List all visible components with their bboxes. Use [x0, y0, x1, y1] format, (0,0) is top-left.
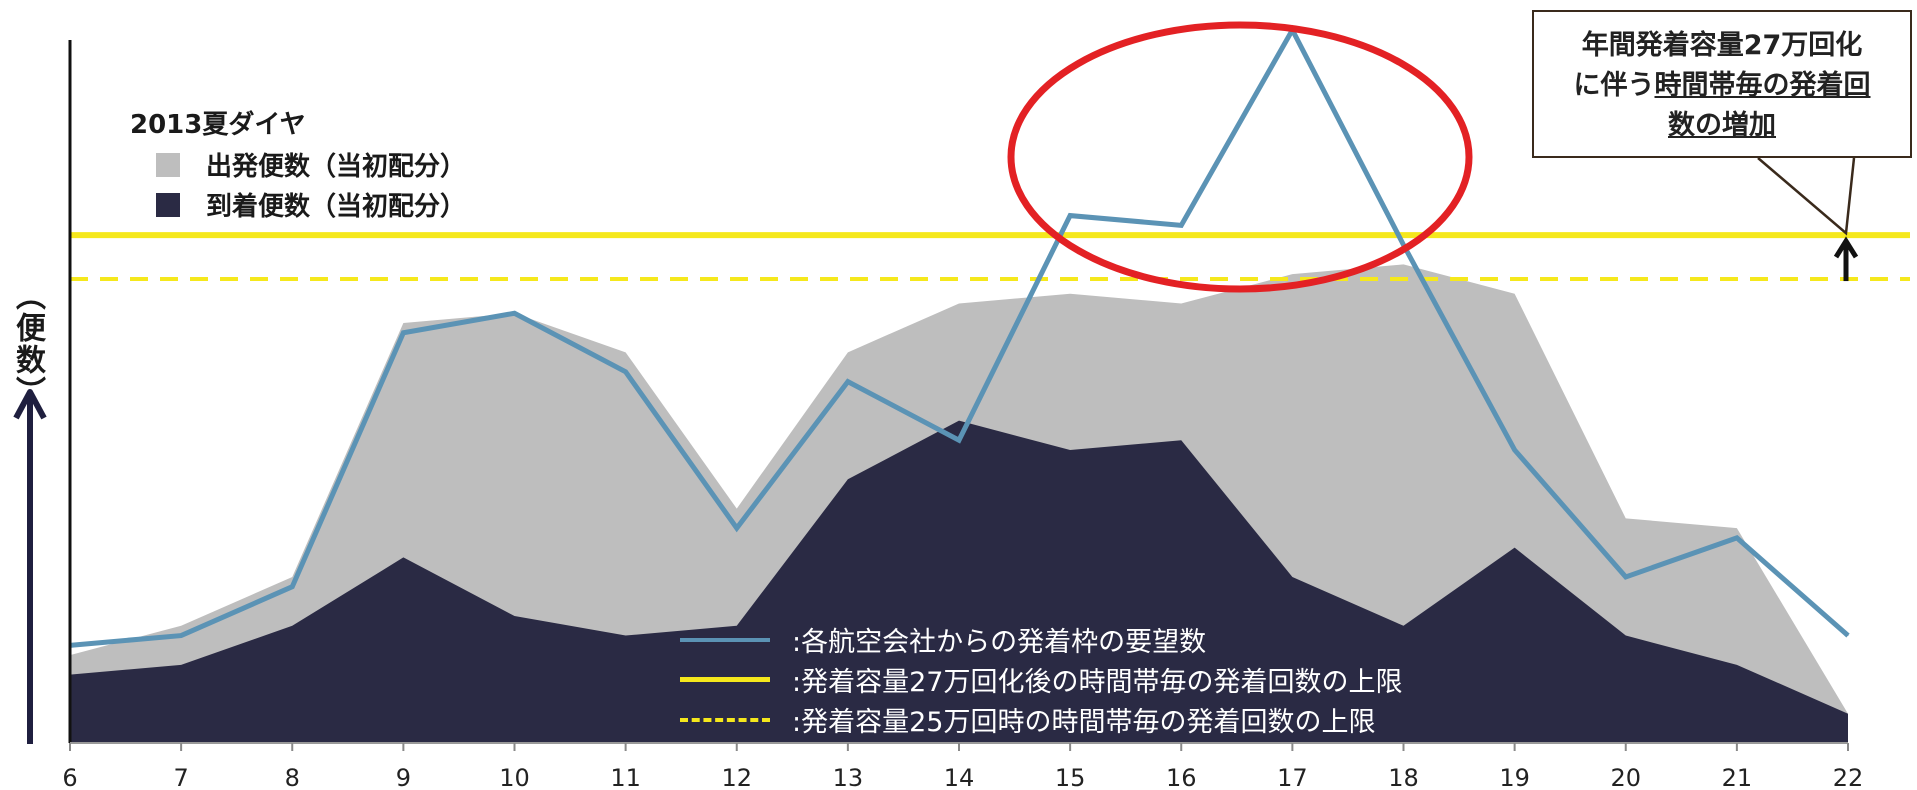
annotation-line-2: に伴う時間帯毎の発着回	[1534, 66, 1910, 106]
annotation-line-1: 年間発着容量27万回化	[1581, 30, 1863, 61]
point-requests-21	[1736, 537, 1738, 539]
legend-key-requests	[680, 637, 770, 642]
annotation-line-2-prefix: に伴う	[1573, 70, 1655, 101]
legend-item-departures: 出発便数（当初配分）	[156, 146, 466, 183]
point-requests-9	[402, 332, 404, 334]
annotation-callout: 年間発着容量27万回化 に伴う時間帯毎の発着回 数の増加	[1532, 10, 1912, 158]
point-requests-20	[1625, 576, 1627, 578]
callout-pointer	[1757, 157, 1856, 236]
x-tick-label-7: 7	[173, 764, 188, 790]
point-requests-22	[1847, 635, 1849, 637]
annotation-line-3: 数の増加	[1534, 106, 1910, 146]
x-tick-label-19: 19	[1499, 764, 1530, 790]
x-tick-label-16: 16	[1166, 764, 1197, 790]
x-tick-label-21: 21	[1722, 764, 1753, 790]
legend-label-limit-25: :発着容量25万回時の時間帯毎の発着回数の上限	[792, 707, 1376, 738]
x-tick-label-20: 20	[1610, 764, 1641, 790]
x-tick-label-10: 10	[499, 764, 530, 790]
legend-key-limit-27	[680, 677, 770, 682]
x-tick-label-8: 8	[285, 764, 300, 790]
legend-label-limit-27: :発着容量27万回化後の時間帯毎の発着回数の上限	[792, 667, 1403, 698]
point-requests-7	[180, 635, 182, 637]
x-tick-label-11: 11	[610, 764, 641, 790]
legend-swatch-arrivals	[156, 192, 180, 217]
x-tick-label-18: 18	[1388, 764, 1419, 790]
point-requests-19	[1514, 449, 1516, 451]
increase-arrow-head	[1833, 236, 1859, 259]
point-requests-14	[958, 439, 960, 441]
point-requests-11	[625, 371, 627, 373]
legend-swatch-departures	[156, 152, 180, 177]
point-requests-16	[1180, 224, 1182, 226]
point-requests-13	[847, 381, 849, 383]
x-tick-label-17: 17	[1277, 764, 1308, 790]
x-tick-label-13: 13	[833, 764, 864, 790]
point-requests-10	[514, 312, 515, 314]
legend-label-arrivals: 到着便数（当初配分）	[206, 192, 467, 222]
legend-label-departures: 出発便数（当初配分）	[206, 152, 467, 182]
point-requests-18	[1403, 244, 1404, 246]
area-arrivals	[70, 420, 1848, 743]
y-axis-label: （便数）	[10, 280, 45, 408]
legend-item-requests: :各航空会社からの発着枠の要望数	[680, 620, 1206, 659]
legend-item-limit-27: :発着容量27万回化後の時間帯毎の発着回数の上限	[680, 660, 1402, 699]
y-arrow-head	[13, 389, 47, 420]
x-tick-label-6: 6	[62, 764, 77, 790]
legend-item-limit-25: :発着容量25万回時の時間帯毎の発着回数の上限	[680, 700, 1375, 739]
legend-key-limit-25	[680, 717, 770, 722]
annotation-line-3-underlined: 数の増加	[1668, 110, 1776, 141]
point-requests-12	[736, 527, 738, 529]
x-tick-label-9: 9	[396, 764, 411, 790]
highlight-ellipse	[1007, 21, 1473, 293]
x-tick-label-12: 12	[721, 764, 752, 790]
x-tick-label-22: 22	[1833, 764, 1864, 790]
legend-item-arrivals: 到着便数（当初配分）	[156, 186, 466, 223]
point-requests-15	[1069, 215, 1071, 217]
legend-title: 2013夏ダイヤ	[130, 110, 306, 140]
x-tick-label-14: 14	[944, 764, 975, 790]
legend-label-requests: :各航空会社からの発着枠の要望数	[792, 627, 1207, 658]
point-requests-8	[291, 586, 293, 588]
x-tick-label-15: 15	[1055, 764, 1086, 790]
annotation-line-2-underlined: 時間帯毎の発着回	[1654, 70, 1871, 101]
